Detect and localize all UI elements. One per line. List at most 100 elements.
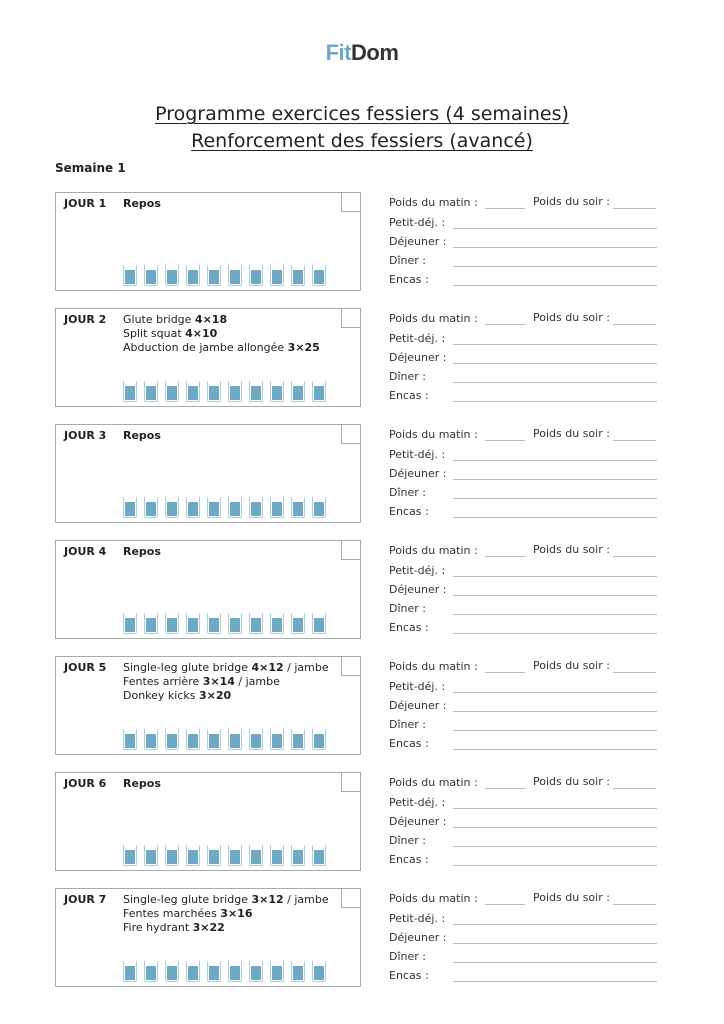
water-glass-icon[interactable] — [123, 265, 137, 286]
breakfast-line[interactable] — [453, 460, 657, 461]
evening-weight-line[interactable] — [613, 324, 656, 325]
water-glass-icon[interactable] — [207, 729, 221, 750]
water-glass-icon[interactable] — [144, 613, 158, 634]
snacks-line[interactable] — [453, 865, 657, 866]
water-glass-icon[interactable] — [228, 265, 242, 286]
water-glass-icon[interactable] — [228, 961, 242, 982]
water-glass-icon[interactable] — [123, 729, 137, 750]
water-glass-icon[interactable] — [186, 845, 200, 866]
day-done-checkbox[interactable] — [341, 888, 361, 908]
morning-weight-line[interactable] — [485, 556, 525, 557]
water-glass-icon[interactable] — [312, 265, 326, 286]
water-glass-icon[interactable] — [186, 265, 200, 286]
water-glass-icon[interactable] — [270, 381, 284, 402]
water-glass-icon[interactable] — [228, 729, 242, 750]
dinner-line[interactable] — [453, 498, 657, 499]
dinner-line[interactable] — [453, 614, 657, 615]
water-glass-icon[interactable] — [165, 613, 179, 634]
water-glass-icon[interactable] — [228, 613, 242, 634]
water-glass-icon[interactable] — [291, 845, 305, 866]
morning-weight-line[interactable] — [485, 672, 525, 673]
day-done-checkbox[interactable] — [341, 540, 361, 560]
water-glass-icon[interactable] — [207, 613, 221, 634]
snacks-line[interactable] — [453, 517, 657, 518]
water-glass-icon[interactable] — [291, 265, 305, 286]
water-glass-icon[interactable] — [312, 613, 326, 634]
snacks-line[interactable] — [453, 401, 657, 402]
water-glass-icon[interactable] — [249, 613, 263, 634]
water-glass-icon[interactable] — [165, 265, 179, 286]
water-glass-icon[interactable] — [312, 961, 326, 982]
water-glass-icon[interactable] — [312, 729, 326, 750]
water-glass-icon[interactable] — [228, 381, 242, 402]
water-glass-icon[interactable] — [291, 729, 305, 750]
evening-weight-line[interactable] — [613, 904, 656, 905]
water-glass-icon[interactable] — [144, 381, 158, 402]
breakfast-line[interactable] — [453, 344, 657, 345]
water-glass-icon[interactable] — [249, 265, 263, 286]
dinner-line[interactable] — [453, 846, 657, 847]
water-glass-icon[interactable] — [165, 497, 179, 518]
lunch-line[interactable] — [453, 479, 657, 480]
water-glass-icon[interactable] — [249, 497, 263, 518]
snacks-line[interactable] — [453, 981, 657, 982]
water-glass-icon[interactable] — [207, 381, 221, 402]
water-glass-icon[interactable] — [312, 381, 326, 402]
water-glass-icon[interactable] — [186, 729, 200, 750]
water-glass-icon[interactable] — [249, 845, 263, 866]
lunch-line[interactable] — [453, 247, 657, 248]
water-glass-icon[interactable] — [291, 381, 305, 402]
morning-weight-line[interactable] — [485, 440, 525, 441]
water-glass-icon[interactable] — [186, 381, 200, 402]
day-done-checkbox[interactable] — [341, 772, 361, 792]
morning-weight-line[interactable] — [485, 904, 525, 905]
dinner-line[interactable] — [453, 266, 657, 267]
water-glass-icon[interactable] — [207, 265, 221, 286]
evening-weight-line[interactable] — [613, 556, 656, 557]
water-glass-icon[interactable] — [165, 845, 179, 866]
water-glass-icon[interactable] — [312, 497, 326, 518]
water-glass-icon[interactable] — [165, 729, 179, 750]
snacks-line[interactable] — [453, 285, 657, 286]
snacks-line[interactable] — [453, 633, 657, 634]
water-glass-icon[interactable] — [270, 729, 284, 750]
lunch-line[interactable] — [453, 595, 657, 596]
day-done-checkbox[interactable] — [341, 656, 361, 676]
water-glass-icon[interactable] — [270, 961, 284, 982]
water-glass-icon[interactable] — [312, 845, 326, 866]
morning-weight-line[interactable] — [485, 324, 525, 325]
water-glass-icon[interactable] — [144, 497, 158, 518]
morning-weight-line[interactable] — [485, 208, 525, 209]
evening-weight-line[interactable] — [613, 788, 656, 789]
dinner-line[interactable] — [453, 382, 657, 383]
water-glass-icon[interactable] — [123, 381, 137, 402]
water-glass-icon[interactable] — [186, 961, 200, 982]
water-glass-icon[interactable] — [165, 381, 179, 402]
water-glass-icon[interactable] — [249, 381, 263, 402]
lunch-line[interactable] — [453, 943, 657, 944]
snacks-line[interactable] — [453, 749, 657, 750]
day-done-checkbox[interactable] — [341, 424, 361, 444]
water-glass-icon[interactable] — [291, 497, 305, 518]
water-glass-icon[interactable] — [291, 961, 305, 982]
water-glass-icon[interactable] — [270, 265, 284, 286]
lunch-line[interactable] — [453, 827, 657, 828]
water-glass-icon[interactable] — [207, 845, 221, 866]
water-glass-icon[interactable] — [144, 961, 158, 982]
water-glass-icon[interactable] — [249, 961, 263, 982]
water-glass-icon[interactable] — [207, 497, 221, 518]
water-glass-icon[interactable] — [144, 729, 158, 750]
water-glass-icon[interactable] — [123, 845, 137, 866]
water-glass-icon[interactable] — [270, 845, 284, 866]
water-glass-icon[interactable] — [165, 961, 179, 982]
lunch-line[interactable] — [453, 711, 657, 712]
water-glass-icon[interactable] — [228, 845, 242, 866]
water-glass-icon[interactable] — [144, 265, 158, 286]
water-glass-icon[interactable] — [291, 613, 305, 634]
breakfast-line[interactable] — [453, 576, 657, 577]
evening-weight-line[interactable] — [613, 440, 656, 441]
evening-weight-line[interactable] — [613, 672, 656, 673]
day-done-checkbox[interactable] — [341, 308, 361, 328]
evening-weight-line[interactable] — [613, 208, 656, 209]
breakfast-line[interactable] — [453, 808, 657, 809]
